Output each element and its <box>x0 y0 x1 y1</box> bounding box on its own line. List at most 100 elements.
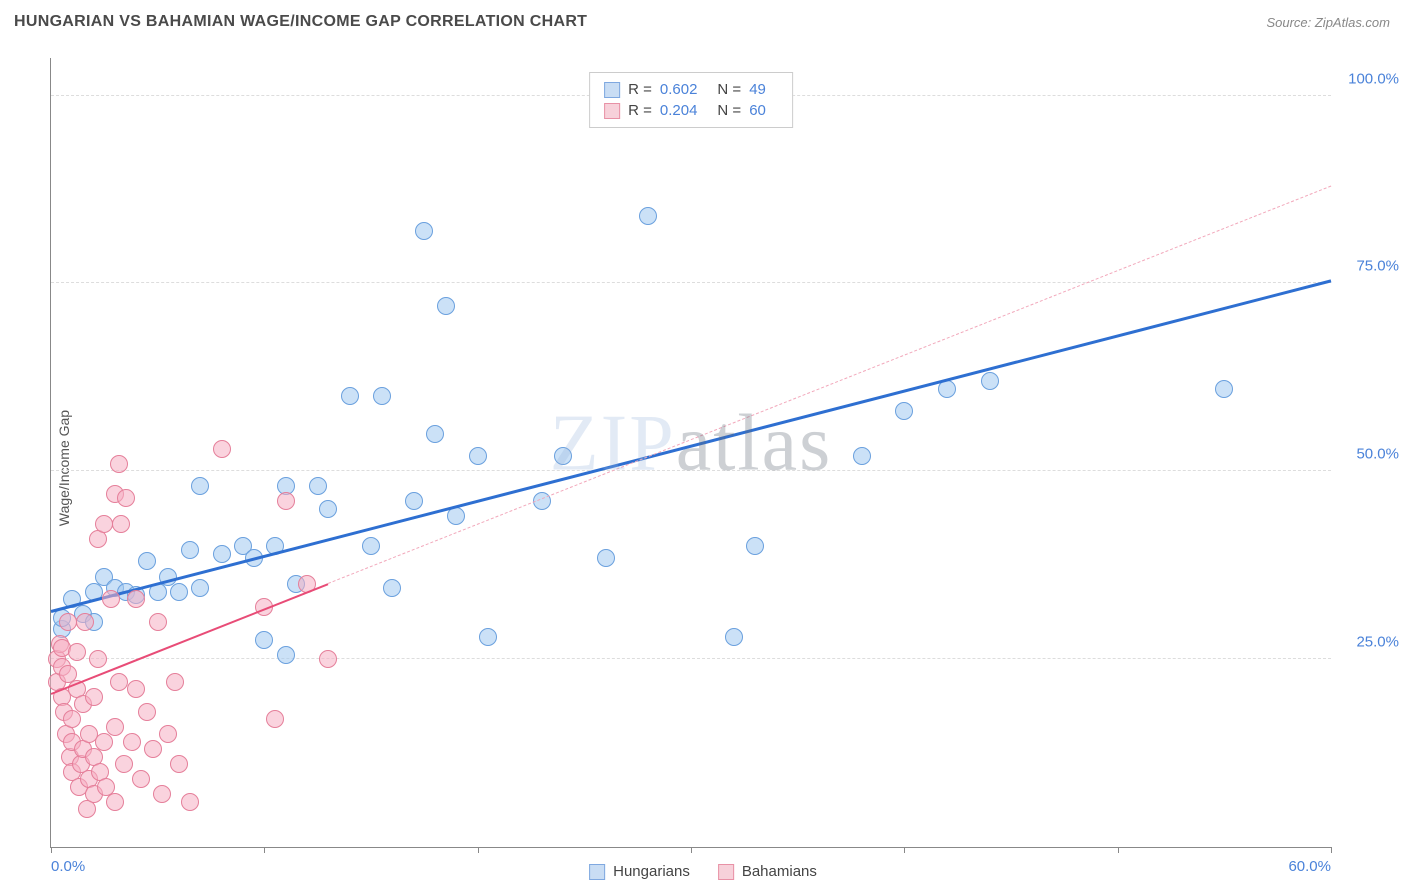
gridline-h <box>51 470 1331 471</box>
data-point <box>68 643 86 661</box>
data-point <box>59 613 77 631</box>
series-legend-item: Bahamians <box>718 863 817 880</box>
data-point <box>102 590 120 608</box>
correlation-legend-row: R = 0.602 N = 49 <box>604 79 778 100</box>
data-point <box>76 613 94 631</box>
data-point <box>63 710 81 728</box>
data-point <box>437 297 455 315</box>
chart-container: Wage/Income Gap ZIPatlas R =0.602N =49R … <box>0 44 1406 892</box>
data-point <box>127 590 145 608</box>
series-label: Hungarians <box>613 863 690 880</box>
data-point <box>117 489 135 507</box>
source-attribution: Source: ZipAtlas.com <box>1266 15 1390 30</box>
chart-title: HUNGARIAN VS BAHAMIAN WAGE/INCOME GAP CO… <box>14 13 587 31</box>
data-point <box>89 650 107 668</box>
x-tick-label: 0.0% <box>51 858 85 875</box>
data-point <box>1215 380 1233 398</box>
n-label: N = <box>717 102 741 119</box>
n-value: 49 <box>749 81 766 98</box>
data-point <box>597 549 615 567</box>
data-point <box>309 477 327 495</box>
legend-swatch <box>604 103 620 119</box>
correlation-legend: R = 0.602 N = 49 R = 0.204 N = 60 <box>589 72 793 128</box>
data-point <box>277 492 295 510</box>
data-point <box>149 613 167 631</box>
n-value: 60 <box>749 102 766 119</box>
data-point <box>383 579 401 597</box>
x-tick-label: 60.0% <box>1288 858 1331 875</box>
data-point <box>153 785 171 803</box>
data-point <box>479 628 497 646</box>
data-point <box>95 733 113 751</box>
data-point <box>405 492 423 510</box>
data-point <box>895 402 913 420</box>
data-point <box>213 440 231 458</box>
data-point <box>746 537 764 555</box>
data-point <box>853 447 871 465</box>
data-point <box>191 579 209 597</box>
data-point <box>144 740 162 758</box>
data-point <box>554 447 572 465</box>
data-point <box>981 372 999 390</box>
regression-line <box>51 280 1332 614</box>
data-point <box>213 545 231 563</box>
gridline-h <box>51 282 1331 283</box>
data-point <box>110 455 128 473</box>
data-point <box>426 425 444 443</box>
r-label: R = <box>628 81 652 98</box>
x-tick <box>264 847 265 853</box>
series-legend-item: Hungarians <box>589 863 690 880</box>
data-point <box>469 447 487 465</box>
correlation-legend-row: R = 0.204 N = 60 <box>604 100 778 121</box>
data-point <box>159 725 177 743</box>
series-label: Bahamians <box>742 863 817 880</box>
data-point <box>132 770 150 788</box>
data-point <box>106 793 124 811</box>
data-point <box>181 541 199 559</box>
data-point <box>85 688 103 706</box>
x-tick <box>1331 847 1332 853</box>
y-tick-label: 25.0% <box>1356 634 1399 651</box>
data-point <box>447 507 465 525</box>
data-point <box>170 583 188 601</box>
legend-swatch <box>604 82 620 98</box>
r-value: 0.602 <box>660 81 698 98</box>
data-point <box>266 710 284 728</box>
legend-swatch <box>589 864 605 880</box>
data-point <box>373 387 391 405</box>
data-point <box>181 793 199 811</box>
plot-area: ZIPatlas R =0.602N =49R =0.204N =60 25.0… <box>50 58 1331 848</box>
n-label: N = <box>717 81 741 98</box>
regression-line <box>328 186 1331 584</box>
x-tick <box>691 847 692 853</box>
gridline-h <box>51 658 1331 659</box>
data-point <box>319 650 337 668</box>
data-point <box>106 718 124 736</box>
data-point <box>362 537 380 555</box>
data-point <box>319 500 337 518</box>
data-point <box>115 755 133 773</box>
data-point <box>170 755 188 773</box>
legend-swatch <box>718 864 734 880</box>
x-tick <box>904 847 905 853</box>
data-point <box>123 733 141 751</box>
data-point <box>95 515 113 533</box>
data-point <box>725 628 743 646</box>
data-point <box>112 515 130 533</box>
y-tick-label: 100.0% <box>1348 70 1399 87</box>
y-tick-label: 75.0% <box>1356 258 1399 275</box>
data-point <box>138 552 156 570</box>
x-tick <box>478 847 479 853</box>
data-point <box>415 222 433 240</box>
data-point <box>277 646 295 664</box>
data-point <box>639 207 657 225</box>
r-label: R = <box>628 102 652 119</box>
y-tick-label: 50.0% <box>1356 446 1399 463</box>
data-point <box>341 387 359 405</box>
data-point <box>166 673 184 691</box>
r-value: 0.204 <box>660 102 698 119</box>
x-tick <box>51 847 52 853</box>
data-point <box>138 703 156 721</box>
data-point <box>110 673 128 691</box>
x-tick <box>1118 847 1119 853</box>
